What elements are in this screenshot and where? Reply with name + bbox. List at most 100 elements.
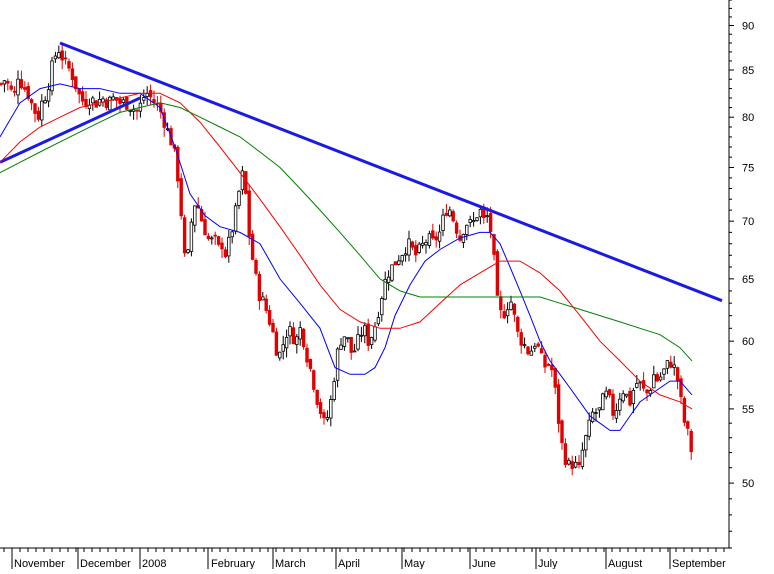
candle-down (519, 332, 523, 346)
candle-up (57, 52, 61, 59)
candle-down (312, 370, 316, 390)
candle-down (516, 316, 520, 332)
candle-down (182, 217, 187, 254)
candle-up (359, 334, 364, 337)
candle-down (36, 110, 41, 120)
candle-down (291, 327, 296, 345)
candle-up (2, 80, 7, 85)
candle-up (448, 209, 452, 217)
candle-up (533, 345, 537, 349)
candle-down (499, 296, 503, 311)
candle-up (509, 301, 513, 310)
candle-up (461, 234, 466, 243)
candle-down (414, 245, 418, 256)
candle-down (77, 88, 81, 95)
candlesticks (0, 42, 693, 476)
candle-up (383, 278, 387, 300)
candle-up (186, 249, 190, 253)
candle-up (261, 296, 265, 301)
candle-down (570, 461, 574, 469)
candle-up (505, 309, 510, 317)
candle-up (16, 78, 20, 96)
candle-up (584, 435, 588, 451)
candle-up (407, 238, 411, 256)
candle-up (227, 236, 231, 257)
candle-down (536, 343, 540, 347)
candle-down (301, 328, 306, 348)
y-tick-label: 90 (742, 21, 754, 33)
candle-down (434, 236, 438, 241)
candle-up (621, 393, 625, 402)
overlay-lines (0, 41, 723, 431)
candle-down (213, 234, 217, 237)
candle-down (526, 346, 530, 355)
candle-up (278, 351, 282, 359)
candle-down (611, 393, 615, 416)
candle-up (614, 410, 619, 419)
candle-up (403, 253, 408, 256)
candle-up (522, 344, 527, 347)
candle-down (29, 99, 34, 104)
candle-up (131, 109, 136, 112)
y-tick-label: 85 (742, 65, 754, 77)
candle-up (380, 298, 384, 316)
candle-up (329, 399, 333, 419)
candle-down (393, 261, 398, 266)
candle-down (203, 219, 207, 236)
candle-up (417, 243, 421, 253)
candle-down (563, 443, 568, 465)
candle-down (686, 421, 690, 429)
candle-down (26, 85, 30, 99)
candle-down (679, 378, 683, 398)
candle-down (655, 374, 659, 382)
candle-down (410, 241, 415, 248)
candle-up (193, 205, 197, 226)
candle-up (230, 231, 234, 238)
candle-up (339, 344, 343, 350)
candle-down (12, 90, 17, 93)
candle-down (366, 323, 370, 346)
plot-frame (0, 0, 730, 549)
candle-down (444, 212, 449, 216)
candle-down (199, 209, 204, 222)
candle-up (475, 217, 479, 221)
candle-down (546, 363, 551, 366)
y-tick-label: 50 (742, 478, 754, 490)
candle-down (159, 103, 163, 113)
month-label: February (211, 558, 256, 569)
candle-up (672, 364, 676, 368)
month-label: July (538, 558, 558, 569)
y-tick-label: 75 (742, 162, 754, 174)
candle-down (33, 103, 37, 114)
candle-up (594, 412, 598, 415)
candle-up (46, 89, 51, 102)
candle-down (669, 361, 673, 368)
candle-up (665, 360, 670, 369)
candle-down (318, 402, 323, 415)
candle-up (427, 233, 432, 246)
y-tick-label: 55 (742, 404, 754, 416)
candle-up (390, 264, 394, 281)
candle-down (216, 236, 221, 245)
candle-up (325, 417, 330, 420)
candle-down (67, 61, 71, 69)
candle-up (618, 398, 622, 411)
candle-down (628, 391, 632, 406)
candle-down (23, 87, 27, 90)
candle-up (40, 100, 44, 121)
y-tick-label: 70 (742, 216, 754, 228)
candle-up (652, 374, 656, 389)
candle-up (50, 60, 54, 92)
candle-up (332, 381, 336, 400)
candle-down (454, 222, 459, 234)
candle-down (135, 109, 139, 112)
candle-down (560, 420, 564, 444)
month-label: June (472, 558, 496, 569)
candle-up (648, 390, 653, 395)
candle-up (352, 350, 357, 353)
candle-up (363, 325, 367, 337)
candle-down (176, 146, 180, 182)
candle-up (335, 348, 340, 381)
